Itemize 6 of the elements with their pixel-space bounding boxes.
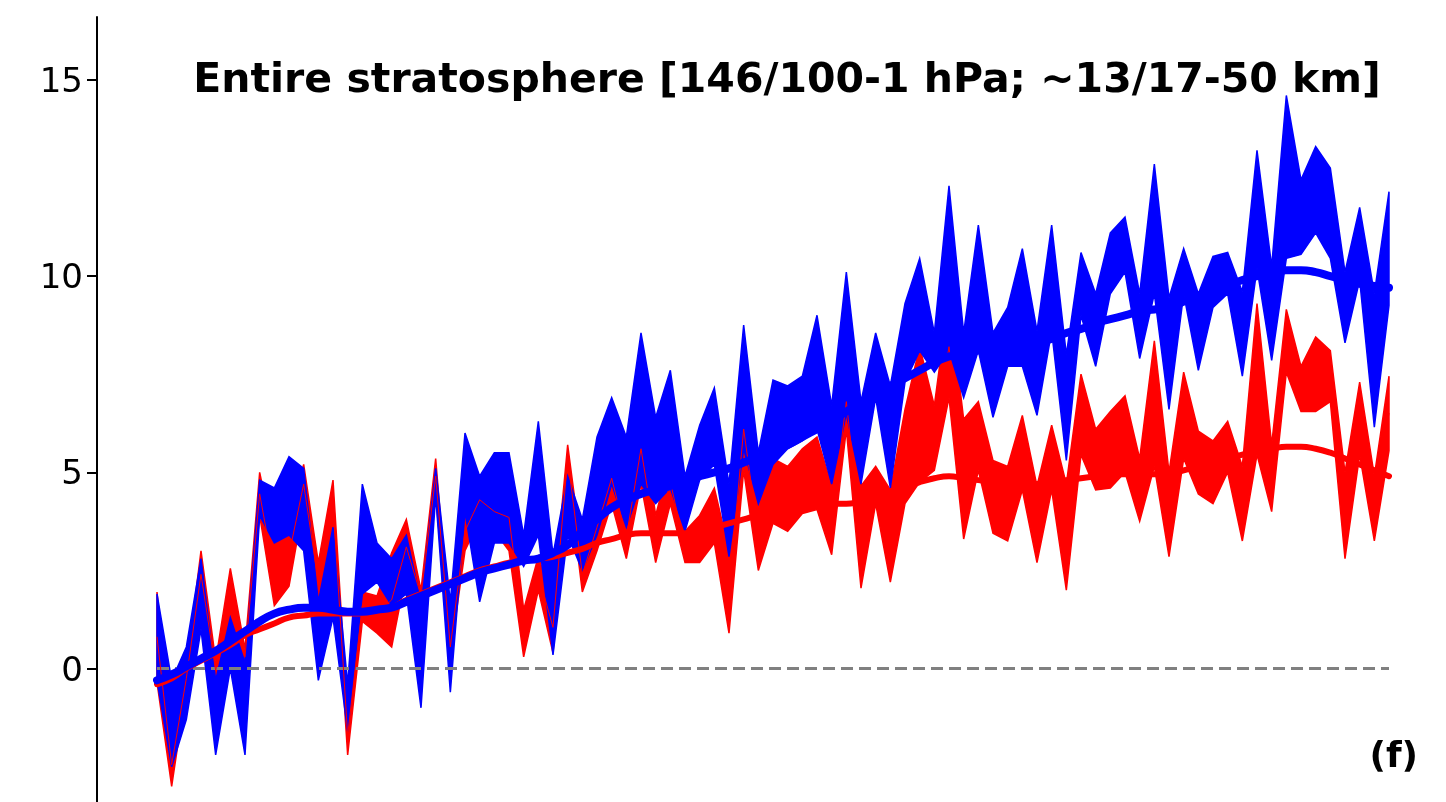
y-tick-label: 10 [39, 256, 83, 297]
y-tick-label: 15 [39, 59, 83, 100]
y-tick-label: 5 [61, 452, 83, 493]
text: Entire stratosphere [146/100-1 hPa; ~13/17-50 km] [193, 53, 1381, 102]
y-tick-label: 0 [61, 648, 83, 689]
annotation: (f) [1369, 733, 1419, 775]
